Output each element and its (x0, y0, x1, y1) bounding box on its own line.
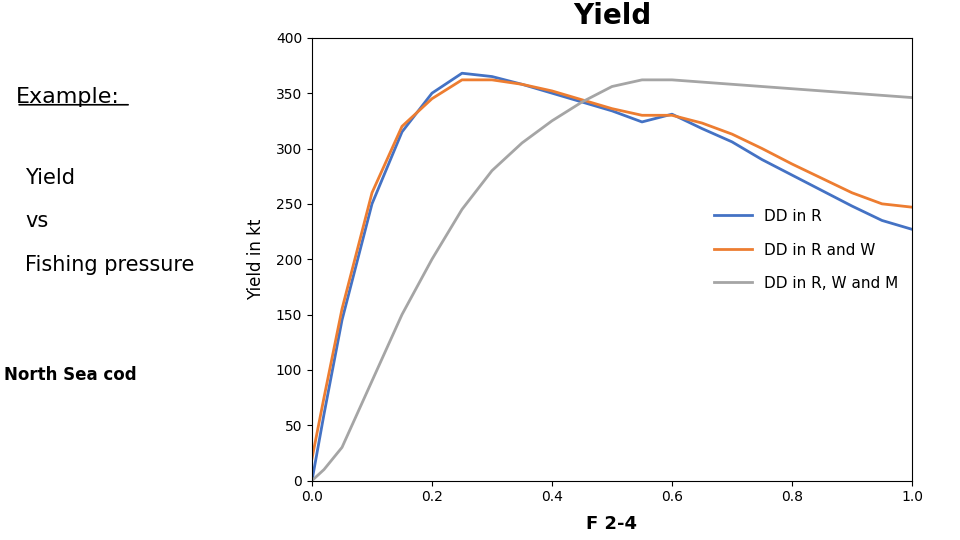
DD in R, W and M (396, 311, 408, 318)
DD in R, W and M (546, 118, 558, 124)
DD in R and W (847, 190, 858, 196)
DD in R and W (546, 87, 558, 94)
DD in R and W (786, 161, 798, 167)
DD in R, W and M (576, 99, 588, 105)
DD in R (876, 217, 888, 224)
DD in R, W and M (306, 477, 318, 484)
DD in R (786, 172, 798, 178)
DD in R (666, 111, 678, 117)
DD in R, W and M (726, 81, 737, 87)
DD in R, W and M (696, 79, 708, 85)
DD in R (426, 90, 438, 96)
DD in R, W and M (906, 94, 918, 101)
DD in R and W (726, 131, 737, 137)
Text: North Sea cod: North Sea cod (5, 366, 137, 384)
DD in R (516, 81, 528, 87)
DD in R (607, 107, 618, 114)
DD in R and W (607, 105, 618, 112)
DD in R, W and M (367, 378, 378, 384)
DD in R (636, 119, 648, 125)
DD in R, W and M (636, 77, 648, 83)
DD in R and W (396, 123, 408, 130)
DD in R, W and M (756, 83, 768, 90)
DD in R and W (816, 175, 828, 181)
Line: DD in R: DD in R (312, 73, 912, 481)
DD in R, W and M (876, 92, 888, 99)
DD in R and W (516, 81, 528, 87)
DD in R and W (367, 190, 378, 196)
DD in R, W and M (847, 90, 858, 96)
DD in R (576, 99, 588, 105)
DD in R and W (426, 96, 438, 102)
DD in R, W and M (816, 87, 828, 94)
DD in R and W (906, 204, 918, 211)
DD in R and W (696, 120, 708, 126)
Title: Yield: Yield (573, 2, 651, 30)
Text: Fishing pressure: Fishing pressure (25, 254, 195, 275)
DD in R, W and M (426, 256, 438, 262)
DD in R, W and M (607, 83, 618, 90)
DD in R (847, 203, 858, 210)
Line: DD in R, W and M: DD in R, W and M (312, 80, 912, 481)
Legend: DD in R, DD in R and W, DD in R, W and M: DD in R, DD in R and W, DD in R, W and M (708, 203, 904, 298)
DD in R, W and M (336, 444, 348, 450)
DD in R, W and M (486, 167, 497, 174)
DD in R and W (636, 112, 648, 119)
DD in R and W (456, 77, 468, 83)
DD in R (396, 129, 408, 135)
DD in R and W (756, 145, 768, 152)
DD in R (367, 201, 378, 207)
DD in R, W and M (786, 85, 798, 92)
DD in R, W and M (666, 77, 678, 83)
DD in R, W and M (319, 466, 330, 473)
DD in R (546, 90, 558, 96)
DD in R and W (319, 394, 330, 401)
DD in R (319, 411, 330, 417)
DD in R and W (486, 77, 497, 83)
DD in R and W (666, 112, 678, 119)
DD in R and W (306, 455, 318, 462)
DD in R (906, 226, 918, 233)
DD in R (306, 477, 318, 484)
DD in R (726, 139, 737, 145)
DD in R (756, 157, 768, 163)
DD in R and W (336, 306, 348, 312)
DD in R (486, 73, 497, 80)
DD in R (816, 187, 828, 194)
Y-axis label: Yield in kt: Yield in kt (247, 219, 265, 300)
DD in R, W and M (516, 140, 528, 146)
Text: vs: vs (25, 211, 49, 232)
DD in R and W (876, 201, 888, 207)
Text: Example:: Example: (16, 87, 120, 107)
Text: Yield: Yield (25, 168, 75, 188)
DD in R and W (576, 97, 588, 103)
DD in R (336, 317, 348, 323)
DD in R, W and M (456, 206, 468, 213)
DD in R (456, 70, 468, 77)
Line: DD in R and W: DD in R and W (312, 80, 912, 458)
DD in R (696, 125, 708, 132)
X-axis label: F 2-4: F 2-4 (587, 516, 637, 534)
